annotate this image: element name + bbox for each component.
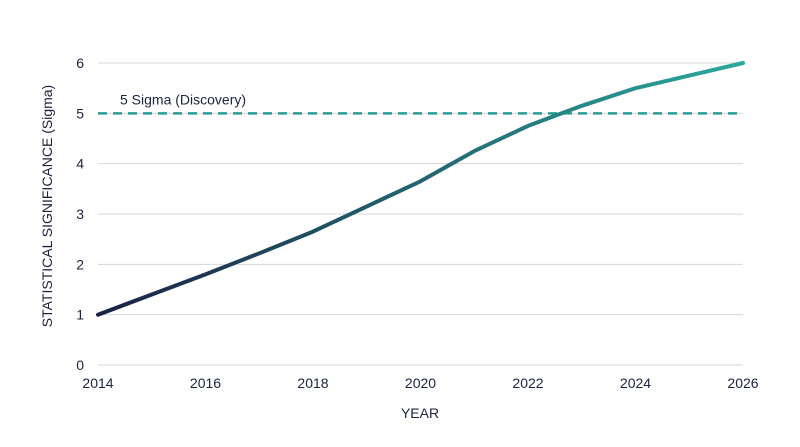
x-tick-label: 2014: [82, 375, 113, 391]
y-axis-title: STATISTICAL SIGNIFICANCE (Sigma): [39, 85, 55, 327]
x-tick-label: 2026: [727, 375, 758, 391]
reference-line-label: 5 Sigma (Discovery): [120, 91, 246, 107]
y-axis-ticks: 0 1 2 3 4 5 6: [76, 55, 84, 373]
x-tick-label: 2018: [297, 375, 328, 391]
y-tick-label: 3: [76, 206, 84, 222]
y-tick-label: 0: [76, 357, 84, 373]
y-tick-label: 2: [76, 256, 84, 272]
x-axis-ticks: 2014 2016 2018 2020 2022 2024 2026: [82, 375, 758, 391]
y-tick-label: 6: [76, 55, 84, 71]
y-tick-label: 1: [76, 307, 84, 323]
x-tick-label: 2022: [512, 375, 543, 391]
x-tick-label: 2020: [405, 375, 436, 391]
y-tick-label: 5: [76, 105, 84, 121]
series-line: [96, 61, 745, 317]
y-tick-label: 4: [76, 156, 84, 172]
series-group: [96, 61, 745, 317]
grid-lines: [98, 62, 743, 366]
x-axis-title: YEAR: [401, 405, 439, 421]
reference-line-group: 5 Sigma (Discovery): [98, 91, 743, 115]
x-tick-label: 2016: [190, 375, 221, 391]
x-tick-label: 2024: [620, 375, 651, 391]
